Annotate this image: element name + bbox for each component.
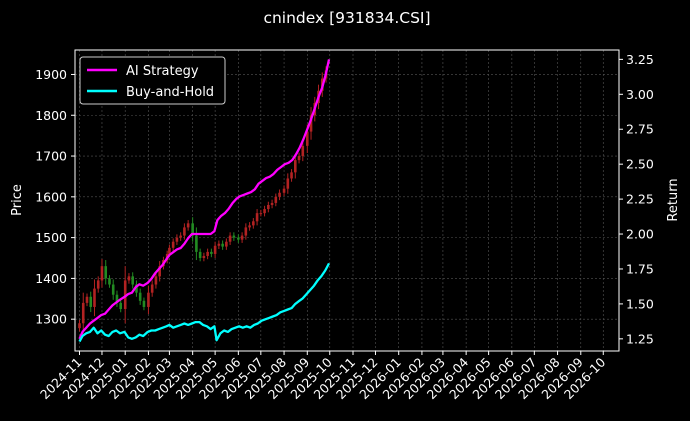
candle-body [179, 235, 182, 238]
candle-body [115, 294, 119, 303]
candle-body [93, 288, 96, 307]
candle-body [150, 284, 154, 293]
candle-body [191, 223, 194, 236]
candle-body [237, 237, 240, 240]
candle-body [255, 213, 259, 222]
price-tick-label: 1700 [35, 149, 67, 164]
candle-body [89, 296, 93, 307]
legend: AI Strategy Buy-and-Hold [79, 56, 226, 105]
price-tick-label: 1300 [35, 312, 67, 327]
candle-body [127, 276, 131, 281]
candle-body [297, 156, 301, 161]
candle-body [135, 284, 138, 293]
candle-body [138, 292, 142, 301]
candle-body [309, 115, 313, 132]
chart-title: cnindex [931834.CSI] [263, 9, 430, 27]
candle-body [104, 266, 108, 279]
legend-label-ai-strategy: AI Strategy [126, 64, 199, 79]
price-axis: 1300 1400 1500 1600 1700 1800 1900 [35, 67, 75, 327]
candle-body [195, 235, 198, 252]
candle-body [96, 280, 100, 289]
candle-body [290, 172, 293, 179]
candle-body [213, 245, 217, 254]
candle-body [100, 266, 104, 281]
candlesticks [78, 66, 328, 334]
candle-body [221, 243, 224, 247]
candle-body [123, 280, 127, 309]
candle-body [278, 192, 281, 197]
candle-body [263, 209, 266, 214]
y-axis-label: Price [10, 184, 25, 216]
return-tick-label: 2.00 [626, 227, 654, 242]
price-tick-label: 1900 [35, 67, 67, 82]
candle-body [198, 251, 202, 259]
candle-body [228, 235, 232, 242]
price-tick-label: 1800 [35, 108, 67, 123]
candle-body [217, 243, 221, 246]
candle-body [131, 276, 134, 285]
candle-body [154, 276, 158, 285]
candle-body [186, 223, 190, 228]
candle-body [252, 221, 255, 226]
candle-body [158, 266, 161, 277]
candle-body [206, 251, 209, 256]
candle-body [119, 302, 123, 309]
candle-body [293, 160, 297, 173]
candle-body [274, 196, 278, 203]
candle-body [244, 227, 248, 236]
series-line-buy-and-hold [78, 262, 331, 343]
candle-body [267, 204, 270, 210]
return-tick-label: 1.50 [626, 296, 654, 311]
candle-body [111, 284, 115, 295]
return-tick-label: 1.25 [626, 331, 654, 346]
price-tick-label: 1400 [35, 271, 67, 286]
candle-body [81, 302, 85, 324]
candle-body [305, 131, 309, 146]
candle-body [171, 241, 175, 248]
candle-body [85, 296, 89, 303]
candle-body [232, 235, 236, 238]
price-tick-label: 1600 [35, 189, 67, 204]
return-tick-label: 2.50 [626, 157, 654, 172]
series-line-ai-strategy [78, 59, 331, 340]
candle-body [225, 241, 228, 247]
legend-label-buy-and-hold: Buy-and-Hold [126, 85, 214, 100]
candle-body [286, 178, 290, 189]
return-tick-label: 1.75 [626, 261, 654, 276]
candle-body [240, 235, 244, 240]
grid [75, 50, 619, 351]
return-tick-label: 3.25 [626, 52, 654, 67]
candle-body [175, 237, 179, 242]
candle-body [259, 213, 263, 215]
candle-body [142, 300, 146, 307]
return-tick-label: 2.75 [626, 122, 654, 137]
return-axis: 1.25 1.50 1.75 2.00 2.25 2.50 2.75 3.00 3.25 [619, 52, 654, 346]
candle-body [78, 323, 81, 329]
price-tick-label: 1500 [35, 230, 67, 245]
candle-body [168, 247, 171, 254]
return-tick-label: 3.00 [626, 87, 654, 102]
candle-body [301, 145, 305, 157]
return-tick-label: 2.25 [626, 192, 654, 207]
candle-body [183, 227, 186, 236]
series-lines [78, 59, 331, 343]
candle-body [210, 251, 213, 254]
candle-body [108, 278, 111, 285]
candle-body [202, 255, 206, 259]
plot-frame [74, 49, 620, 352]
candle-body [282, 188, 286, 193]
candle-body [248, 225, 251, 228]
y2-axis-label: Return [666, 178, 681, 221]
candle-body [147, 292, 150, 307]
candle-body [270, 202, 274, 205]
